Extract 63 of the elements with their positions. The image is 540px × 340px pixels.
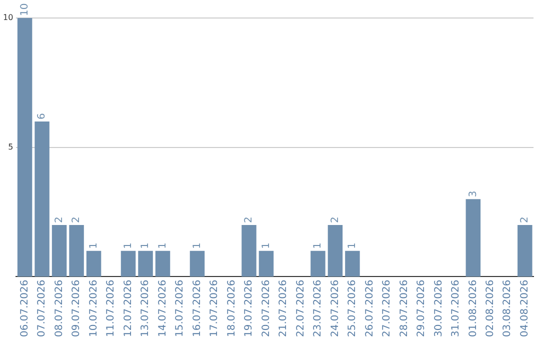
bar xyxy=(328,224,343,277)
bar xyxy=(34,122,50,277)
data-label: 3 xyxy=(468,190,479,198)
data-label: 2 xyxy=(54,216,65,223)
bar xyxy=(258,250,274,277)
x-tick-label: 11.07.2026 xyxy=(106,280,117,338)
x-tick-label: 20.07.2026 xyxy=(260,280,272,338)
x-tick-label: 09.07.2026 xyxy=(71,280,82,338)
x-tick-label: 28.07.2026 xyxy=(398,280,410,338)
x-tick-label: 31.07.2026 xyxy=(450,280,462,338)
x-tick-label: 03.08.2026 xyxy=(502,280,514,338)
bar xyxy=(155,250,170,277)
x-tick-label: 01.08.2026 xyxy=(468,280,479,338)
x-tick-label: 19.07.2026 xyxy=(244,280,255,338)
x-tick-label: 21.07.2026 xyxy=(278,280,290,338)
x-tick-label: 22.07.2026 xyxy=(295,280,306,338)
data-label: 1 xyxy=(192,242,203,249)
bar xyxy=(52,224,67,277)
data-label: 2 xyxy=(519,216,530,223)
x-tick-label: 18.07.2026 xyxy=(226,280,238,338)
x-tick-label: 24.07.2026 xyxy=(330,280,341,338)
bar xyxy=(466,199,481,277)
data-label: 1 xyxy=(140,242,152,249)
bar xyxy=(242,224,256,277)
data-label: 1 xyxy=(312,242,324,249)
x-tick-label: 17.07.2026 xyxy=(209,280,220,338)
x-tick-label: 07.07.2026 xyxy=(36,280,48,338)
bar xyxy=(190,250,205,277)
data-label: 1 xyxy=(122,242,134,249)
x-tick-label: 16.07.2026 xyxy=(192,280,203,338)
data-label: 2 xyxy=(330,216,341,223)
data-label: 10 xyxy=(19,3,30,16)
bar xyxy=(69,224,84,277)
bar xyxy=(120,250,136,277)
x-tick-label: 26.07.2026 xyxy=(364,280,376,338)
x-tick-label: 02.08.2026 xyxy=(485,280,496,338)
x-tick-label: 12.07.2026 xyxy=(122,280,134,338)
data-label: 2 xyxy=(244,216,255,223)
bar xyxy=(86,250,102,277)
y-tick-label: 5 xyxy=(8,142,14,152)
x-tick-label: 30.07.2026 xyxy=(433,280,444,338)
x-tick-label: 06.07.2026 xyxy=(19,280,30,338)
data-label: 1 xyxy=(260,242,272,249)
x-tick-label: 15.07.2026 xyxy=(174,280,186,338)
x-tick-label: 23.07.2026 xyxy=(312,280,324,338)
x-tick-label: 04.08.2026 xyxy=(519,280,530,338)
x-tick-label: 08.07.2026 xyxy=(54,280,65,338)
x-tick-label: 27.07.2026 xyxy=(382,280,393,338)
data-label: 1 xyxy=(347,242,358,249)
data-label: 1 xyxy=(157,242,168,249)
x-tick-label: 25.07.2026 xyxy=(347,280,358,338)
x-tick-label: 13.07.2026 xyxy=(140,280,152,338)
bar xyxy=(310,250,326,277)
x-tick-label: 14.07.2026 xyxy=(157,280,168,338)
data-label: 2 xyxy=(71,216,82,223)
x-tick-label: 29.07.2026 xyxy=(416,280,428,338)
x-tick-label: 10.07.2026 xyxy=(88,280,100,338)
data-label: 6 xyxy=(36,113,48,120)
bar xyxy=(17,18,32,277)
data-label: 1 xyxy=(88,242,100,249)
bar xyxy=(518,224,532,277)
bar xyxy=(138,250,153,277)
bar xyxy=(345,250,360,277)
